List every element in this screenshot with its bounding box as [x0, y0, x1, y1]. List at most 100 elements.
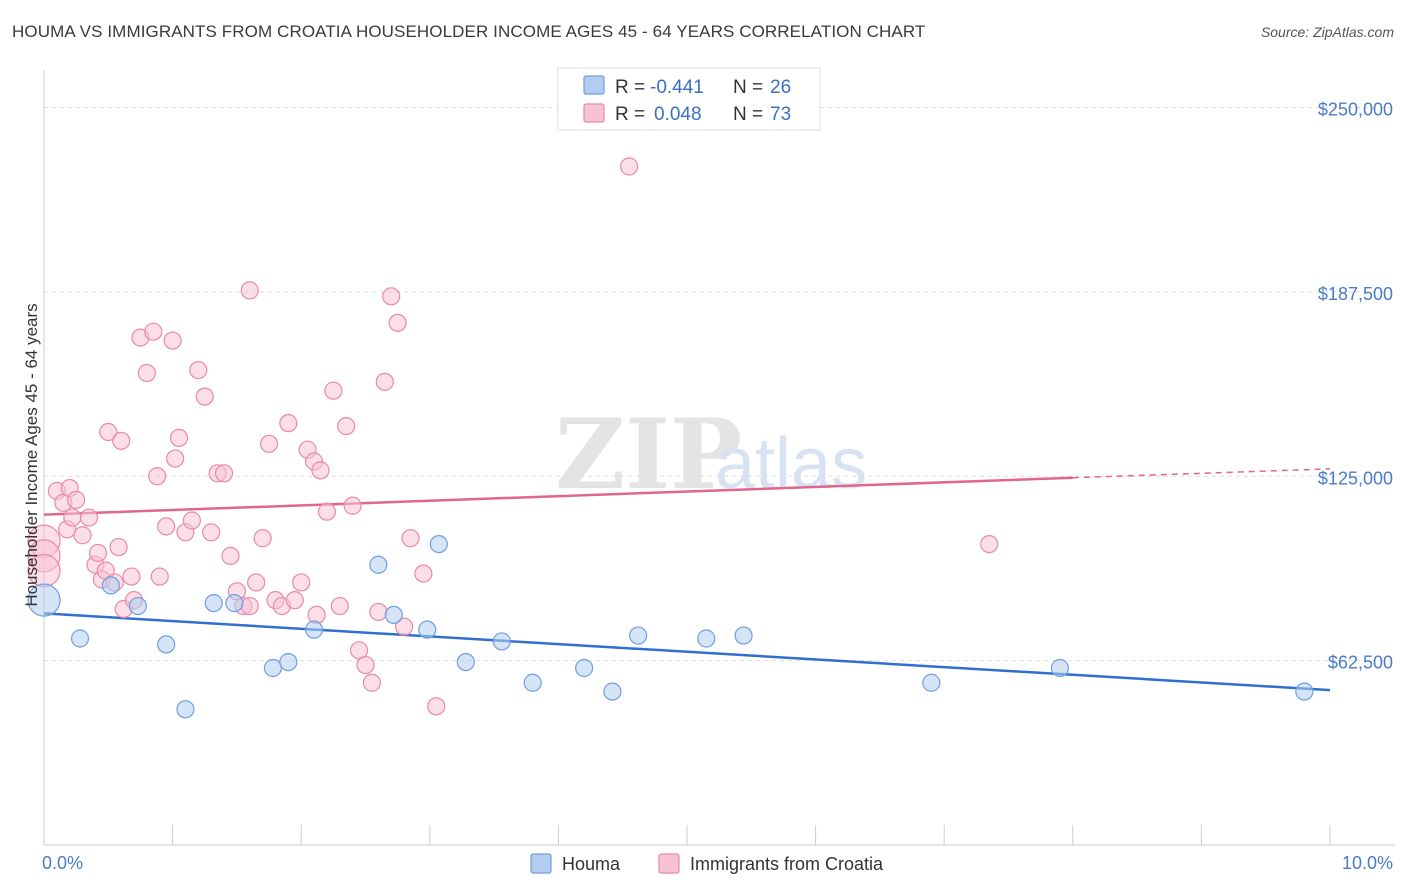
y-axis-label: Householder Income Ages 45 - 64 years — [22, 303, 41, 606]
croatia-point — [356, 655, 375, 675]
houma-point — [101, 576, 120, 595]
croatia-point — [337, 417, 356, 436]
houma-point — [70, 629, 90, 648]
houma-legend-swatch — [583, 75, 605, 95]
houma-point — [263, 658, 283, 678]
houma-point — [225, 593, 244, 613]
houma-r-label: R = — [615, 77, 645, 98]
croatia-point — [401, 529, 420, 548]
houma-series-label: Houma — [562, 854, 621, 874]
houma-point — [575, 658, 594, 678]
croatia-point — [240, 596, 259, 616]
series-legend: Houma Immigrants from Croatia — [530, 853, 884, 874]
croatia-point — [279, 414, 298, 433]
houma-point — [922, 673, 941, 692]
croatia-point — [169, 428, 189, 447]
croatia-point — [375, 372, 394, 391]
croatia-trendline-extension — [1072, 468, 1331, 479]
croatia-point — [382, 287, 401, 306]
houma-point — [697, 629, 716, 648]
croatia-point — [150, 567, 169, 586]
houma-r-value: -0.441 — [650, 77, 704, 98]
croatia-point — [182, 511, 201, 530]
croatia-point — [980, 534, 999, 554]
x-tick-label-max: 10.0% — [1342, 853, 1393, 873]
houma-point — [734, 626, 753, 645]
croatia-point — [137, 363, 156, 383]
y-tick-label: $250,000 — [1318, 100, 1393, 120]
croatia-point — [214, 464, 234, 483]
houma-point — [369, 555, 388, 574]
croatia-point — [307, 605, 326, 625]
houma-point — [27, 583, 61, 617]
croatia-series-swatch — [658, 853, 680, 874]
croatia-point — [427, 697, 446, 716]
croatia-point — [99, 422, 118, 442]
croatia-point — [189, 360, 208, 380]
croatia-point — [163, 331, 182, 350]
croatia-r-value: 0.048 — [654, 104, 702, 125]
croatia-point — [292, 573, 311, 592]
croatia-point — [148, 467, 167, 486]
houma-n-label: N = — [733, 77, 763, 98]
croatia-n-value: 73 — [770, 104, 791, 125]
croatia-point — [195, 387, 214, 406]
croatia-n-label: N = — [733, 104, 763, 125]
croatia-point — [362, 673, 382, 692]
houma-n-value: 26 — [770, 77, 791, 98]
chart-source: Source: ZipAtlas.com — [1260, 24, 1394, 40]
houma-point — [384, 605, 403, 625]
houma-point — [304, 620, 324, 639]
houma-point — [603, 682, 622, 701]
houma-point — [629, 626, 648, 645]
houma-point — [204, 593, 223, 613]
croatia-point — [330, 596, 349, 616]
croatia-point — [240, 281, 259, 300]
croatia-point — [343, 496, 362, 515]
croatia-point — [247, 573, 266, 592]
houma-point — [492, 632, 511, 651]
croatia-r-label: R = — [615, 104, 645, 125]
croatia-point — [67, 490, 86, 509]
croatia-point — [221, 546, 240, 566]
houma-point — [279, 652, 298, 672]
y-tick-label: $62,500 — [1328, 653, 1393, 673]
croatia-legend-swatch — [583, 103, 605, 123]
croatia-point — [311, 461, 330, 480]
croatia-series-label: Immigrants from Croatia — [690, 854, 884, 874]
houma-point — [418, 620, 437, 639]
trendlines — [43, 468, 1331, 692]
croatia-point — [394, 617, 414, 636]
houma-point — [176, 700, 195, 719]
croatia-point — [324, 381, 343, 400]
croatia-point — [109, 537, 128, 557]
houma-point — [128, 596, 147, 616]
houma-series-swatch — [530, 853, 552, 874]
croatia-point — [620, 157, 639, 176]
y-tick-label: $125,000 — [1318, 468, 1393, 488]
houma-trendline — [43, 612, 1331, 692]
croatia-trendline — [43, 476, 1073, 516]
x-tick-label-min: 0.0% — [42, 853, 83, 873]
croatia-point — [388, 313, 407, 332]
croatia-point — [285, 591, 304, 610]
axes: $62,500 $125,000 $187,500 $250,000 — [43, 70, 1395, 846]
croatia-point — [112, 431, 131, 450]
croatia-point — [73, 526, 92, 545]
grid — [44, 107, 1395, 662]
croatia-point — [144, 322, 163, 341]
croatia-point — [259, 434, 279, 453]
croatia-point — [369, 602, 388, 622]
croatia-point — [414, 564, 433, 583]
houma-point — [1050, 658, 1070, 678]
croatia-point — [317, 502, 337, 521]
chart-title: HOUMA VS IMMIGRANTS FROM CROATIA HOUSEHO… — [12, 22, 926, 41]
croatia-point — [202, 523, 221, 542]
houma-point — [1295, 682, 1314, 701]
croatia-point — [122, 567, 141, 586]
croatia-point — [166, 449, 185, 468]
croatia-point — [157, 517, 176, 536]
croatia-point — [253, 529, 272, 548]
houma-point — [157, 635, 176, 654]
data-points — [27, 157, 1314, 719]
